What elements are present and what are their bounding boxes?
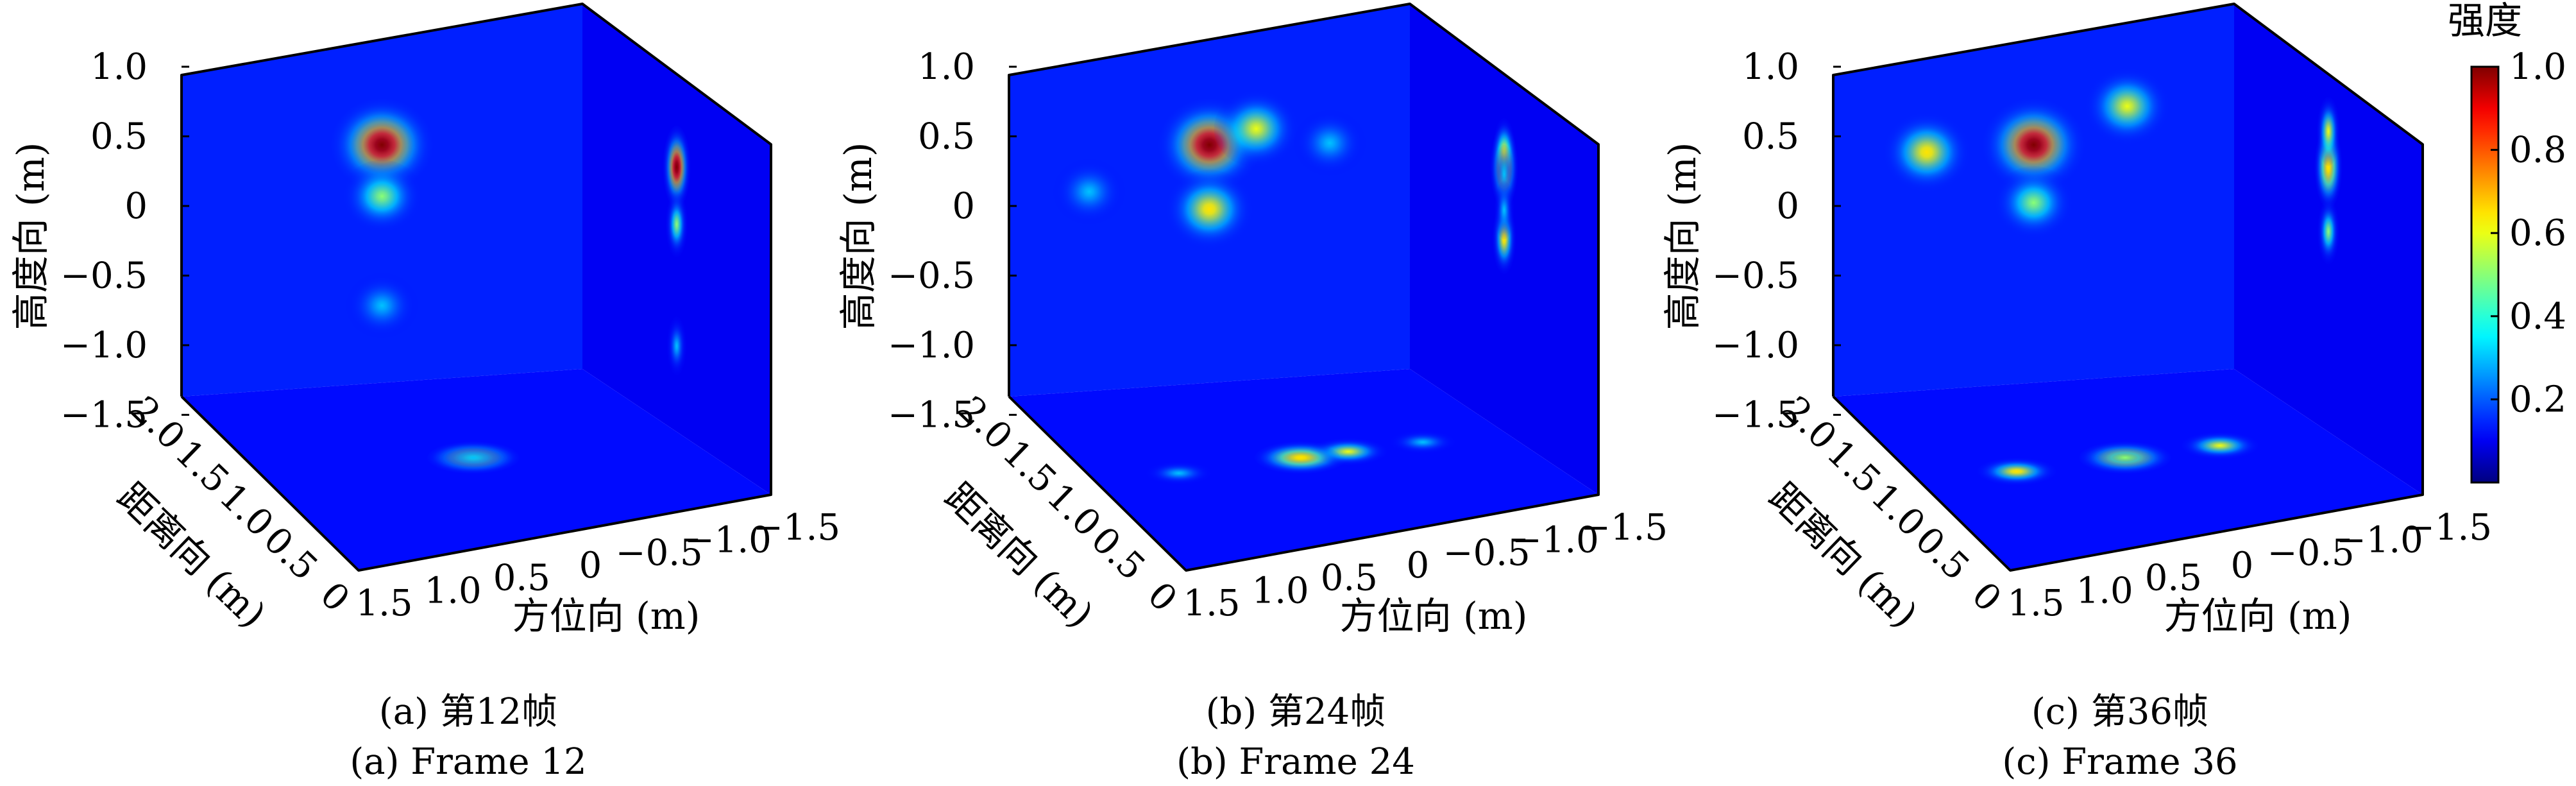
x-tick-label: 1.5 bbox=[2007, 583, 2064, 624]
x-tick-label: −1.5 bbox=[2405, 507, 2492, 549]
x-axis-label: 方位向 (m) bbox=[1340, 594, 1528, 638]
target-blob-backwall bbox=[1983, 98, 2085, 191]
x-tick-label: −0.5 bbox=[616, 532, 703, 574]
caption-english: (b) Frame 24 bbox=[1176, 741, 1415, 783]
target-blob-sidewall bbox=[665, 191, 688, 257]
colorbar-title: 强度 bbox=[2448, 0, 2522, 42]
x-tick-label: 0 bbox=[1407, 545, 1430, 586]
caption-english: (a) Frame 12 bbox=[350, 741, 586, 783]
target-blob-backwall bbox=[1883, 112, 1970, 192]
z-tick-label: 0.5 bbox=[90, 116, 148, 158]
y-tick-label: 0 bbox=[1139, 574, 1185, 620]
z-axis-label: 高度向 (m) bbox=[1661, 142, 1704, 330]
x-tick-label: 0.5 bbox=[1321, 558, 1378, 599]
x-tick-label: −0.5 bbox=[2267, 532, 2355, 574]
cube-outline bbox=[1008, 3, 1600, 572]
colorbar-tick-label: 0.2 bbox=[2509, 379, 2566, 420]
x-tick-label: −1.5 bbox=[753, 507, 840, 549]
y-tick-label: 0 bbox=[1963, 574, 2009, 620]
z-tick-label: 0 bbox=[124, 185, 148, 227]
colorbar-gradient bbox=[2470, 65, 2500, 484]
colorbar-ticks: 1.0 0.8 0.6 0.4 0.2 bbox=[2491, 46, 2566, 420]
target-blob-sidewall bbox=[2317, 198, 2340, 265]
caption-chinese: (c) 第36帧 bbox=[2031, 691, 2208, 733]
target-blob-floor bbox=[2089, 445, 2162, 471]
x-tick-label: 0 bbox=[579, 545, 602, 586]
cube-outline bbox=[180, 3, 772, 572]
target-blob-floor bbox=[1977, 457, 2056, 486]
x-tick-label: 0.5 bbox=[493, 558, 550, 599]
caption-english: (c) Frame 36 bbox=[2002, 741, 2237, 783]
colorbar-tick-label: 0.6 bbox=[2509, 212, 2566, 254]
x-tick-label: 1.5 bbox=[1183, 583, 1240, 624]
z-tick-label: 1.0 bbox=[90, 46, 148, 88]
z-tick-label: −0.5 bbox=[1712, 255, 1799, 297]
target-blob-backwall bbox=[1053, 158, 1126, 225]
z-tick-label: −1.5 bbox=[888, 395, 975, 436]
x-tick-label: 0 bbox=[2231, 545, 2254, 586]
x-tick-label: 1.0 bbox=[425, 570, 482, 611]
target-blob-floor bbox=[2181, 432, 2258, 459]
cube-outline bbox=[1832, 3, 2424, 572]
z-axis-label: 高度向 (m) bbox=[836, 142, 880, 330]
z-tick-label: 1.0 bbox=[1742, 46, 1799, 88]
target-blob-backwall bbox=[341, 159, 423, 233]
colorbar: 强度 1.0 0.8 0.6 0.4 0.2 bbox=[2448, 0, 2566, 484]
z-tick-label: 0 bbox=[1776, 185, 1799, 227]
target-blob-floor bbox=[1146, 461, 1212, 485]
target-blob-backwall bbox=[346, 273, 418, 339]
target-blob-floor bbox=[1390, 431, 1456, 454]
target-blob-backwall bbox=[1993, 166, 2074, 239]
target-blob-backwall bbox=[1214, 90, 1299, 167]
caption-chinese: (b) 第24帧 bbox=[1206, 691, 1386, 733]
z-tick-label: −0.5 bbox=[888, 255, 975, 297]
x-tick-label: −1.0 bbox=[1512, 520, 1599, 561]
z-tick-label: −1.0 bbox=[888, 325, 975, 366]
x-tick-label: −1.0 bbox=[684, 520, 772, 561]
target-blob-backwall bbox=[2085, 67, 2170, 145]
z-tick-label: −0.5 bbox=[60, 255, 148, 297]
x-tick-label: 1.5 bbox=[355, 583, 412, 624]
target-blob-sidewall bbox=[1494, 180, 1514, 240]
x-tick-label: −1.5 bbox=[1580, 507, 1668, 549]
z-tick-label: −1.5 bbox=[1712, 395, 1799, 436]
z-tick-label: −1.0 bbox=[1712, 325, 1799, 366]
target-blob-floor bbox=[441, 446, 506, 470]
colorbar-tick-label: 0.8 bbox=[2509, 130, 2566, 171]
x-tick-label: −0.5 bbox=[1443, 532, 1530, 574]
z-tick-label: −1.5 bbox=[60, 395, 148, 436]
x-tick-label: 1.0 bbox=[2076, 570, 2133, 611]
target-blob-sidewall bbox=[2317, 96, 2340, 166]
z-tick-label: 0.5 bbox=[918, 116, 975, 158]
x-axis-label: 方位向 (m) bbox=[2164, 594, 2352, 638]
x-tick-label: 0.5 bbox=[2145, 558, 2202, 599]
target-blob-backwall bbox=[1165, 169, 1253, 249]
z-tick-label: 0 bbox=[952, 185, 975, 227]
target-blob-sidewall bbox=[663, 125, 691, 209]
z-tick-label: 0.5 bbox=[1742, 116, 1799, 158]
target-blob-floor bbox=[1261, 443, 1341, 472]
x-tick-label: −1.0 bbox=[2336, 520, 2423, 561]
caption-chinese: (a) 第12帧 bbox=[379, 691, 557, 733]
z-tick-label: −1.0 bbox=[60, 325, 148, 366]
y-tick-label: 0 bbox=[312, 574, 357, 620]
colorbar-tick-label: 0.4 bbox=[2509, 296, 2566, 337]
target-blob-backwall bbox=[1293, 110, 1366, 176]
colorbar-tick-label: 1.0 bbox=[2509, 46, 2566, 88]
z-axis-label: 高度向 (m) bbox=[9, 142, 53, 330]
x-axis-label: 方位向 (m) bbox=[513, 594, 700, 638]
target-blob-sidewall bbox=[666, 316, 687, 376]
x-tick-label: 1.0 bbox=[1252, 570, 1309, 611]
z-tick-label: 1.0 bbox=[918, 46, 975, 88]
